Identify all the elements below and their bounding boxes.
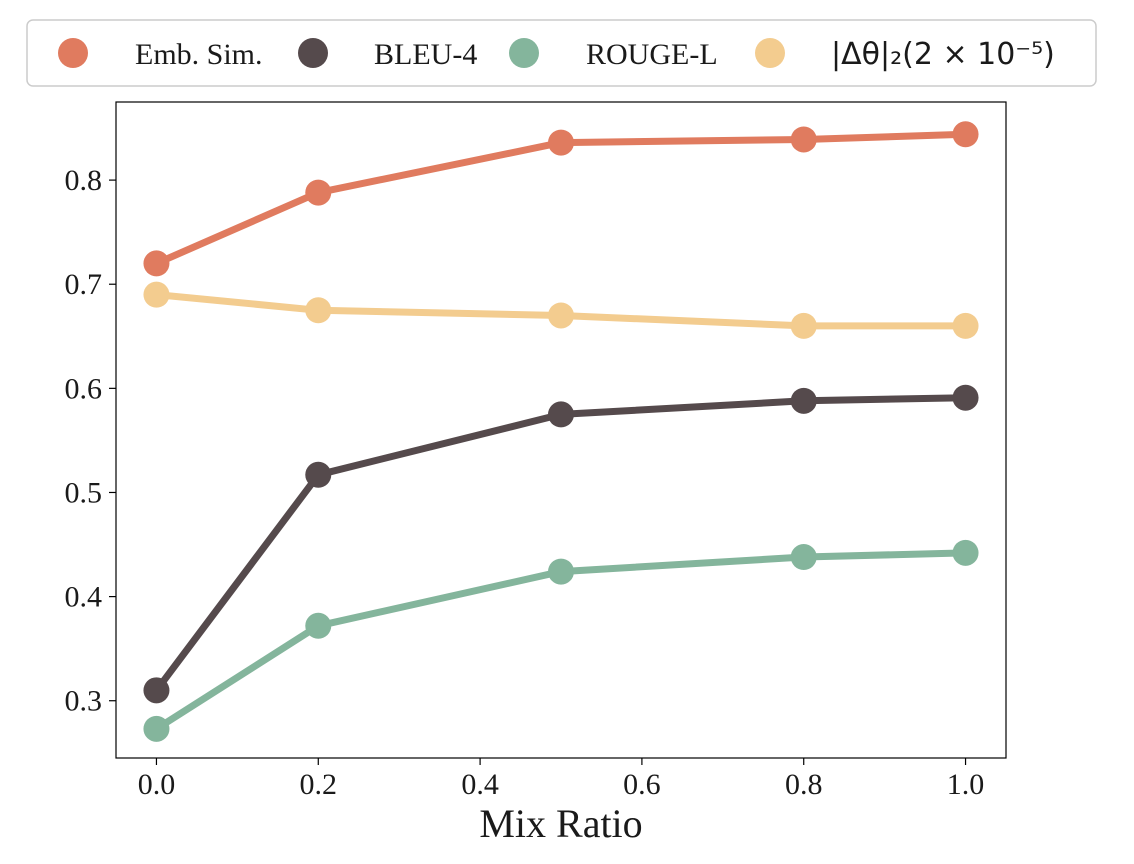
legend-label-delta-theta: |Δθ|₂(2 × 10⁻⁵)	[831, 37, 1055, 72]
legend-label-bleu4: BLEU-4	[374, 38, 477, 71]
series-3	[143, 281, 979, 339]
y-tick-label: 0.7	[65, 268, 103, 301]
series-line	[153, 394, 969, 694]
x-tick-label: 0.6	[623, 768, 661, 801]
data-point	[548, 558, 574, 585]
x-tick-label: 0.4	[461, 768, 499, 801]
series-0	[143, 121, 979, 277]
legend-marker-bleu4	[298, 38, 328, 68]
x-tick-label: 0.0	[138, 768, 176, 801]
legend-label-emb-sim: Emb. Sim.	[135, 38, 263, 71]
data-point	[790, 126, 817, 153]
legend-frame	[26, 19, 1097, 87]
data-point	[952, 121, 979, 148]
series-layer	[143, 121, 979, 742]
data-point	[790, 544, 817, 571]
data-point	[305, 297, 332, 324]
data-point	[143, 281, 170, 308]
data-point	[548, 129, 574, 156]
y-axis: 0.3 0.4 0.5 0.6 0.7 0.8	[65, 164, 116, 718]
legend: Emb. Sim. BLEU-4 ROUGE-L |Δθ|₂(2 × 10⁻⁵)	[26, 19, 1097, 87]
data-point	[143, 677, 170, 704]
data-point	[952, 312, 979, 339]
data-point	[143, 715, 170, 742]
x-axis: 0.0 0.2 0.4 0.6 0.8 1.0	[138, 758, 985, 801]
legend-marker-emb-sim	[58, 38, 88, 68]
y-tick-label: 0.6	[65, 372, 103, 405]
x-axis-title: Mix Ratio	[479, 801, 642, 846]
x-tick-label: 0.2	[300, 768, 338, 801]
data-point	[305, 612, 332, 639]
data-point	[952, 384, 979, 411]
plot-area-frame	[115, 101, 1007, 759]
legend-marker-delta-theta	[755, 38, 785, 68]
x-tick-label: 1.0	[947, 768, 985, 801]
y-tick-label: 0.4	[65, 581, 103, 614]
data-point	[305, 179, 332, 206]
data-point	[952, 539, 979, 566]
legend-marker-rouge-l	[509, 38, 539, 68]
series-1	[143, 384, 979, 704]
data-point	[790, 387, 817, 414]
data-point	[305, 461, 332, 488]
data-point	[790, 312, 817, 339]
data-point	[143, 250, 170, 277]
data-point	[548, 401, 574, 428]
y-tick-label: 0.8	[65, 164, 103, 197]
x-tick-label: 0.8	[785, 768, 823, 801]
series-2	[143, 539, 979, 742]
y-tick-label: 0.5	[65, 476, 103, 509]
data-point	[548, 302, 574, 329]
y-tick-label: 0.3	[65, 685, 103, 718]
legend-label-rouge-l: ROUGE-L	[586, 38, 718, 71]
